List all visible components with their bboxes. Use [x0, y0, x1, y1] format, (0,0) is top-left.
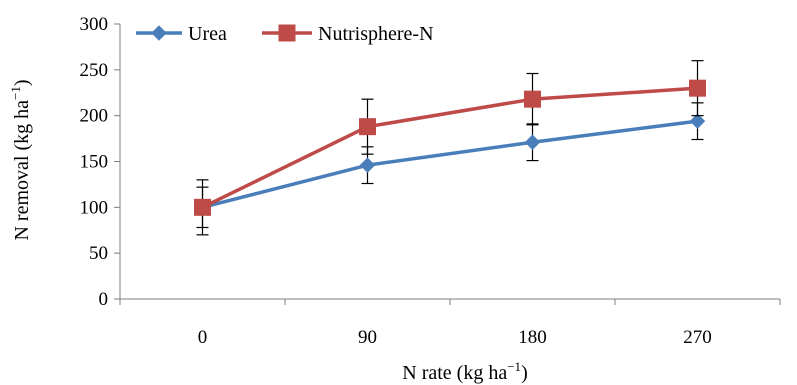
series-layer: [194, 60, 706, 236]
y-axis-title-text: N removal (kg ha: [11, 100, 33, 241]
data-point-marker: [524, 90, 541, 108]
x-axis-title: N rate (kg ha−1): [402, 359, 527, 384]
y-axis: 0 50 100 150 200 250 300: [80, 14, 121, 310]
x-axis-title-text: N rate (kg ha: [402, 362, 507, 384]
legend-label: Nutrisphere-N: [318, 23, 434, 45]
y-tick-label: 250: [80, 60, 109, 81]
x-tick-label: 0: [198, 327, 208, 348]
y-tick-label: 200: [80, 106, 109, 127]
y-tick-label: 50: [89, 243, 108, 264]
data-point-marker: [524, 134, 541, 150]
x-axis-title-sup: −1: [507, 359, 521, 374]
y-axis-title: N removal (kg ha−1): [8, 79, 33, 240]
x-axis-title-end: ): [521, 362, 528, 384]
x-axis: 0 90 180 270: [119, 298, 781, 348]
y-tick-label: 150: [80, 152, 109, 173]
x-tick-label: 270: [683, 327, 712, 348]
data-point-marker: [689, 79, 706, 97]
legend-label: Urea: [188, 23, 227, 45]
y-tick-label: 100: [80, 197, 109, 218]
x-tick-label: 180: [518, 327, 547, 348]
legend-item: Nutrisphere-N: [262, 23, 434, 45]
legend-swatch-marker: [151, 25, 167, 41]
series-urea: [194, 102, 706, 236]
legend-swatch-marker: [278, 24, 296, 42]
y-tick-label: 300: [80, 14, 109, 35]
series-nutrisphere-n: [194, 60, 706, 229]
legend: Urea Nutrisphere-N: [136, 23, 434, 45]
series-line: [202, 119, 698, 210]
series-line: [201, 86, 698, 209]
data-point-marker: [359, 157, 376, 173]
x-tick-label: 90: [358, 327, 377, 348]
data-point-marker: [194, 198, 211, 216]
data-point-marker: [689, 113, 706, 129]
data-point-marker: [359, 118, 376, 136]
y-axis-title-sup: −1: [8, 86, 23, 100]
y-axis-title-end: ): [11, 79, 33, 86]
y-tick-label: 0: [99, 289, 109, 310]
legend-item: Urea: [136, 23, 227, 45]
